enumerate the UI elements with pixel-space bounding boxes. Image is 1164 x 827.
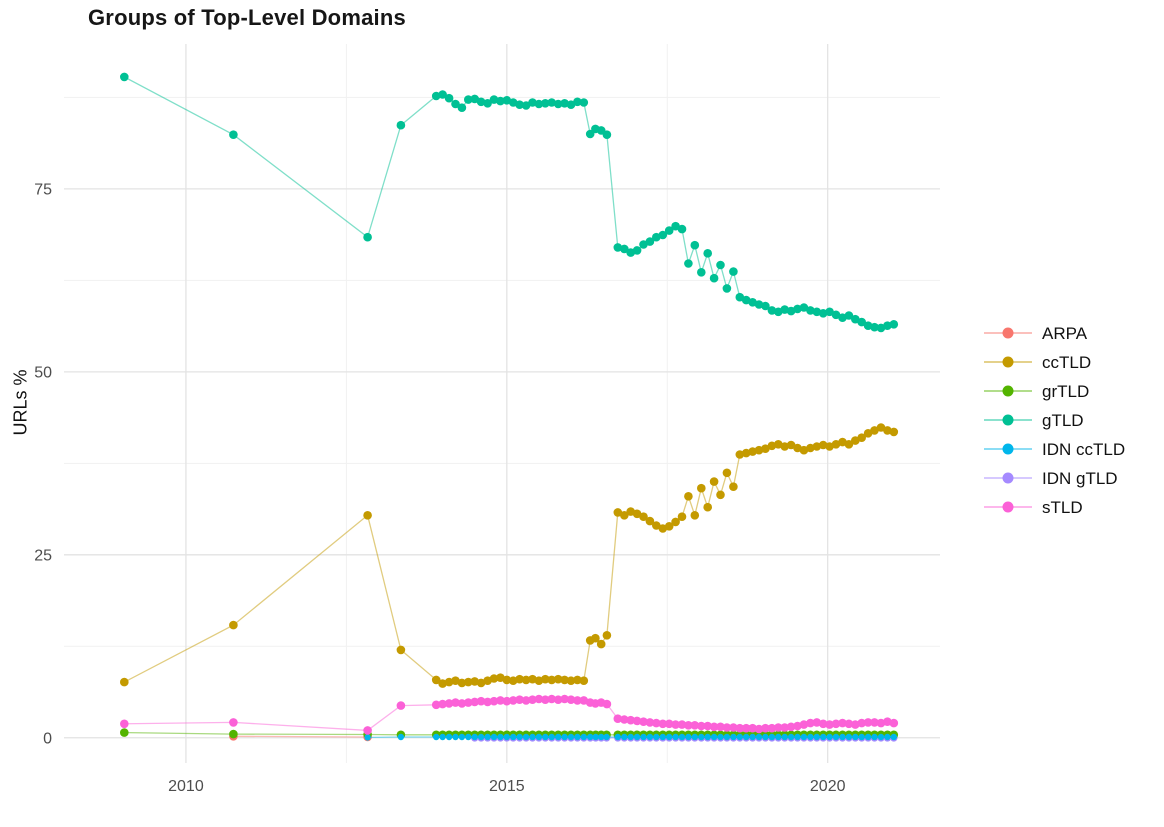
legend-item-idn-cctld: IDN ccTLD — [984, 440, 1125, 459]
y-axis-tick-labels: 0 25 50 75 — [34, 181, 52, 747]
y-axis-title: URLs % — [10, 369, 31, 436]
legend-key-dot-stld — [1002, 501, 1014, 513]
legend-label-cctld: ccTLD — [1042, 353, 1091, 372]
series-arpa-line — [233, 735, 368, 738]
series-gtld-points — [120, 72, 899, 333]
series-gtld — [120, 72, 899, 333]
x-tick-2020: 2020 — [810, 778, 846, 795]
minor-gridlines — [64, 44, 940, 763]
legend-item-arpa: ARPA — [984, 324, 1088, 343]
major-gridlines — [64, 44, 940, 763]
series-cctld — [120, 423, 899, 688]
series-cctld-points — [120, 423, 899, 688]
y-tick-25: 25 — [34, 547, 52, 564]
legend-label-gtld: gTLD — [1042, 411, 1084, 430]
chart-title: Groups of Top-Level Domains — [88, 5, 406, 30]
legend-label-grtld: grTLD — [1042, 382, 1089, 401]
legend-key-dot-cctld — [1002, 356, 1014, 368]
legend-label-stld: sTLD — [1042, 498, 1083, 517]
legend-item-grtld: grTLD — [984, 382, 1089, 401]
legend-key-dot-gtld — [1002, 414, 1014, 426]
legend-key-dot-arpa — [1002, 327, 1014, 339]
x-tick-2015: 2015 — [489, 778, 525, 795]
legend-label-idn-cctld: IDN ccTLD — [1042, 440, 1125, 459]
legend-item-gtld: gTLD — [984, 411, 1084, 430]
y-tick-75: 75 — [34, 181, 52, 198]
y-tick-0: 0 — [43, 730, 52, 747]
x-tick-2010: 2010 — [168, 778, 204, 795]
series-stld-points — [120, 694, 899, 735]
legend-item-idn-gtld: IDN gTLD — [984, 469, 1118, 488]
series-stld — [120, 694, 899, 735]
legend-item-cctld: ccTLD — [984, 353, 1091, 372]
x-axis-tick-labels: 2010 2015 2020 — [168, 778, 845, 795]
series-idn-cctld-points — [364, 733, 897, 741]
series-idn-cctld — [364, 733, 897, 741]
legend-key-dot-idn-cctld — [1002, 443, 1014, 455]
series-gtld-line — [123, 76, 894, 329]
legend-label-arpa: ARPA — [1042, 324, 1088, 343]
legend-label-idn-gtld: IDN gTLD — [1042, 469, 1118, 488]
legend-key-dot-grtld — [1002, 385, 1014, 397]
series-cctld-line — [123, 426, 894, 685]
legend-key-dot-idn-gtld — [1002, 472, 1014, 484]
legend-item-stld: sTLD — [984, 498, 1083, 517]
legend: ARPA ccTLD grTLD gTLD IDN ccTLD IDN gTLD sTLD — [984, 324, 1125, 517]
series-arpa — [229, 732, 372, 742]
y-tick-50: 50 — [34, 364, 52, 381]
